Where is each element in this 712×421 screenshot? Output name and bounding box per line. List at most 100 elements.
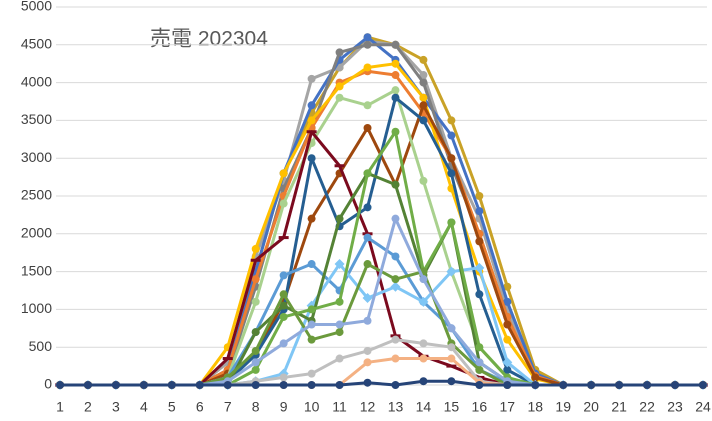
marker	[279, 290, 288, 299]
marker	[363, 63, 372, 72]
y-tick-label: 1500	[21, 262, 52, 278]
x-tick-label: 15	[444, 399, 460, 415]
marker	[335, 93, 344, 102]
marker	[447, 154, 456, 163]
x-tick-label: 3	[112, 399, 120, 415]
marker	[419, 78, 428, 87]
marker	[307, 260, 316, 269]
marker	[447, 169, 456, 178]
marker	[363, 346, 372, 355]
marker	[391, 275, 400, 284]
x-tick-label: 2	[84, 399, 92, 415]
marker	[56, 381, 64, 389]
marker	[83, 381, 92, 389]
marker	[279, 199, 288, 208]
x-tick-label: 19	[555, 399, 571, 415]
x-tick-label: 13	[388, 399, 404, 415]
marker	[139, 381, 148, 389]
marker	[419, 275, 428, 284]
marker	[251, 275, 260, 284]
marker	[363, 316, 372, 325]
marker	[447, 354, 456, 363]
marker	[531, 381, 540, 389]
marker	[391, 86, 400, 95]
marker	[671, 381, 680, 389]
marker	[475, 192, 484, 200]
marker	[419, 176, 428, 185]
marker	[391, 180, 400, 189]
marker	[391, 354, 400, 363]
marker	[446, 364, 457, 368]
marker	[475, 207, 484, 216]
marker	[363, 33, 372, 42]
marker	[279, 169, 288, 178]
marker	[223, 381, 232, 389]
marker	[363, 123, 372, 132]
marker	[475, 365, 484, 374]
marker	[334, 164, 345, 168]
marker	[251, 358, 260, 367]
marker	[391, 381, 400, 389]
marker	[447, 377, 456, 386]
y-tick-label: 5000	[21, 0, 52, 14]
marker	[195, 381, 204, 389]
marker	[279, 339, 288, 348]
marker	[391, 71, 400, 80]
marker	[251, 381, 260, 389]
marker	[391, 214, 400, 223]
marker	[475, 358, 484, 367]
marker	[335, 354, 344, 363]
marker	[391, 335, 400, 344]
marker	[307, 335, 316, 344]
marker	[250, 258, 261, 262]
marker	[335, 328, 344, 337]
marker	[335, 48, 344, 57]
y-tick-label: 2500	[21, 187, 52, 203]
marker	[503, 297, 512, 306]
marker	[222, 357, 233, 361]
x-tick-label: 17	[500, 399, 516, 415]
marker	[475, 343, 484, 352]
x-tick-label: 5	[168, 399, 176, 415]
marker	[307, 369, 316, 378]
y-tick-label: 1000	[21, 300, 52, 316]
x-tick-label: 22	[639, 399, 655, 415]
x-tick-label: 24	[695, 399, 711, 415]
marker	[335, 297, 344, 306]
marker	[502, 357, 513, 368]
marker	[419, 55, 428, 64]
marker	[419, 71, 428, 80]
marker	[587, 381, 596, 389]
marker	[307, 116, 316, 125]
marker	[363, 233, 372, 242]
marker	[306, 130, 317, 134]
marker	[307, 74, 316, 83]
marker	[419, 377, 428, 386]
marker	[279, 271, 288, 280]
marker	[279, 312, 288, 321]
marker	[251, 346, 260, 355]
marker	[391, 40, 400, 49]
x-tick-label: 23	[667, 399, 683, 415]
x-tick-label: 1	[56, 399, 64, 415]
marker	[419, 101, 428, 110]
y-tick-label: 3000	[21, 149, 52, 165]
marker	[362, 293, 373, 304]
x-tick-label: 6	[196, 399, 204, 415]
marker	[363, 378, 372, 387]
marker	[475, 237, 484, 246]
marker	[503, 335, 512, 344]
x-tick-label: 18	[527, 399, 543, 415]
marker	[503, 320, 512, 329]
marker	[447, 218, 456, 227]
x-tick-label: 9	[280, 399, 288, 415]
y-tick-label: 3500	[21, 111, 52, 127]
y-tick-label: 4000	[21, 73, 52, 89]
marker	[559, 381, 568, 389]
marker	[391, 59, 400, 68]
marker	[335, 320, 344, 329]
x-tick-label: 12	[360, 399, 376, 415]
marker	[307, 305, 316, 314]
